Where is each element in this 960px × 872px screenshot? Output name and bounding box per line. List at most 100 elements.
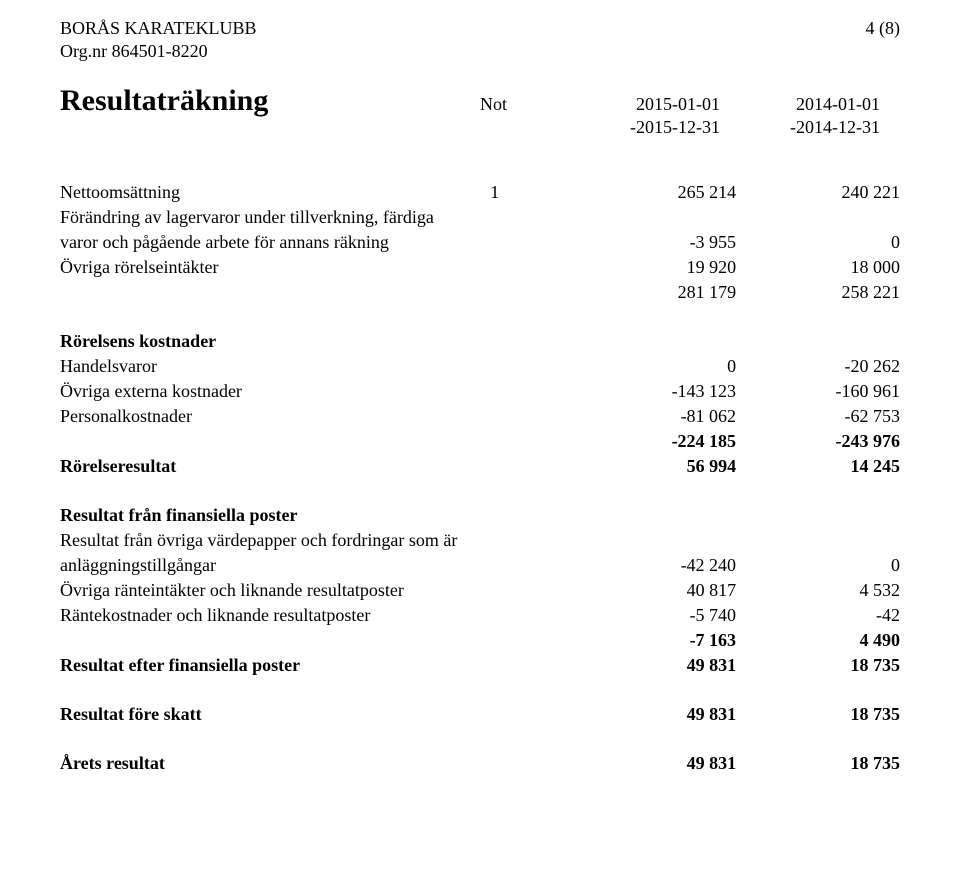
row-label xyxy=(60,628,490,653)
table-row: Rörelsens kostnader xyxy=(60,329,900,354)
period-1-header: 2015-01-01 -2015-12-31 xyxy=(560,93,720,140)
table-row: -7 163 4 490 xyxy=(60,628,900,653)
row-value-1 xyxy=(572,205,736,230)
org-name: BORÅS KARATEKLUBB xyxy=(60,18,257,39)
period-1-line2: -2015-12-31 xyxy=(630,117,720,137)
row-label: Övriga ränteintäkter och liknande result… xyxy=(60,578,490,603)
table-row: varor och pågående arbete för annans räk… xyxy=(60,230,900,255)
row-note xyxy=(490,628,572,653)
row-value-1: -81 062 xyxy=(572,404,736,429)
row-value-2: -20 262 xyxy=(736,354,900,379)
table-row: Personalkostnader -81 062 -62 753 xyxy=(60,404,900,429)
page-number: 4 (8) xyxy=(866,18,901,39)
row-value-2: 0 xyxy=(736,553,900,578)
row-note xyxy=(490,751,572,776)
row-value-2: 18 735 xyxy=(736,751,900,776)
row-note xyxy=(490,578,572,603)
row-value-2: 240 221 xyxy=(736,180,900,205)
spacer-row xyxy=(60,305,900,329)
table-row: Övriga rörelseintäkter 19 920 18 000 xyxy=(60,255,900,280)
row-note xyxy=(490,404,572,429)
row-value-1: -224 185 xyxy=(572,429,736,454)
row-value-2: -62 753 xyxy=(736,404,900,429)
row-value-1: 49 831 xyxy=(572,653,736,678)
row-value-2 xyxy=(736,528,900,553)
row-value-1: -42 240 xyxy=(572,553,736,578)
row-value-1: 265 214 xyxy=(572,180,736,205)
table-row: Resultat efter finansiella poster 49 831… xyxy=(60,653,900,678)
row-value-2: 18 735 xyxy=(736,702,900,727)
row-note xyxy=(490,280,572,305)
row-label: Övriga rörelseintäkter xyxy=(60,255,490,280)
row-value-2: 4 532 xyxy=(736,578,900,603)
row-value-1: -7 163 xyxy=(572,628,736,653)
row-value-1: 49 831 xyxy=(572,702,736,727)
row-note xyxy=(490,503,572,528)
table-row: Övriga externa kostnader -143 123 -160 9… xyxy=(60,379,900,404)
row-label: Rörelseresultat xyxy=(60,454,490,479)
income-statement-table: Nettoomsättning 1 265 214 240 221 Föränd… xyxy=(60,180,900,777)
row-value-2 xyxy=(736,503,900,528)
period-2-header: 2014-01-01 -2014-12-31 xyxy=(720,93,880,140)
row-value-1: 49 831 xyxy=(572,751,736,776)
row-note xyxy=(490,603,572,628)
table-row: anläggningstillgångar -42 240 0 xyxy=(60,553,900,578)
title-row: Resultaträkning Not 2015-01-01 -2015-12-… xyxy=(60,84,900,140)
row-note xyxy=(490,354,572,379)
row-label: Resultat efter finansiella poster xyxy=(60,653,490,678)
row-note xyxy=(490,230,572,255)
row-value-2: -42 xyxy=(736,603,900,628)
period-2-line2: -2014-12-31 xyxy=(790,117,880,137)
row-value-1: 56 994 xyxy=(572,454,736,479)
spacer-row xyxy=(60,727,900,751)
row-value-2: 258 221 xyxy=(736,280,900,305)
org-number: Org.nr 864501-8220 xyxy=(60,41,900,62)
row-value-1: 40 817 xyxy=(572,578,736,603)
table-row: Förändring av lagervaror under tillverkn… xyxy=(60,205,900,230)
table-row: Resultat från övriga värdepapper och for… xyxy=(60,528,900,553)
period-2-line1: 2014-01-01 xyxy=(796,94,880,114)
row-value-2 xyxy=(736,329,900,354)
row-note xyxy=(490,379,572,404)
table-row: -224 185 -243 976 xyxy=(60,429,900,454)
table-row: Handelsvaror 0 -20 262 xyxy=(60,354,900,379)
row-value-1: -3 955 xyxy=(572,230,736,255)
page-header: BORÅS KARATEKLUBB 4 (8) xyxy=(60,18,900,39)
table-row: Rörelseresultat 56 994 14 245 xyxy=(60,454,900,479)
row-note: 1 xyxy=(490,180,572,205)
row-value-1: -5 740 xyxy=(572,603,736,628)
row-note xyxy=(490,205,572,230)
row-value-2: 4 490 xyxy=(736,628,900,653)
row-label: Räntekostnader och liknande resultatpost… xyxy=(60,603,490,628)
table-row: Årets resultat 49 831 18 735 xyxy=(60,751,900,776)
table-row: Övriga ränteintäkter och liknande result… xyxy=(60,578,900,603)
spacer-row xyxy=(60,479,900,503)
row-note xyxy=(490,528,572,553)
row-label: Övriga externa kostnader xyxy=(60,379,490,404)
row-note xyxy=(490,653,572,678)
period-1-line1: 2015-01-01 xyxy=(636,94,720,114)
table-row: Nettoomsättning 1 265 214 240 221 xyxy=(60,180,900,205)
row-note xyxy=(490,454,572,479)
row-value-1: 281 179 xyxy=(572,280,736,305)
row-label: varor och pågående arbete för annans räk… xyxy=(60,230,490,255)
row-value-1: 19 920 xyxy=(572,255,736,280)
row-value-2: 14 245 xyxy=(736,454,900,479)
row-note xyxy=(490,429,572,454)
row-label: Nettoomsättning xyxy=(60,180,490,205)
row-value-2 xyxy=(736,205,900,230)
row-value-2: 0 xyxy=(736,230,900,255)
row-value-1 xyxy=(572,503,736,528)
row-label: Årets resultat xyxy=(60,751,490,776)
row-label: Personalkostnader xyxy=(60,404,490,429)
row-value-1: 0 xyxy=(572,354,736,379)
table-row: Resultat från finansiella poster xyxy=(60,503,900,528)
row-value-1: -143 123 xyxy=(572,379,736,404)
table-row: Räntekostnader och liknande resultatpost… xyxy=(60,603,900,628)
row-label: Resultat från finansiella poster xyxy=(60,503,490,528)
row-value-2: -243 976 xyxy=(736,429,900,454)
row-note xyxy=(490,702,572,727)
row-label xyxy=(60,429,490,454)
row-label: anläggningstillgångar xyxy=(60,553,490,578)
row-value-1 xyxy=(572,528,736,553)
